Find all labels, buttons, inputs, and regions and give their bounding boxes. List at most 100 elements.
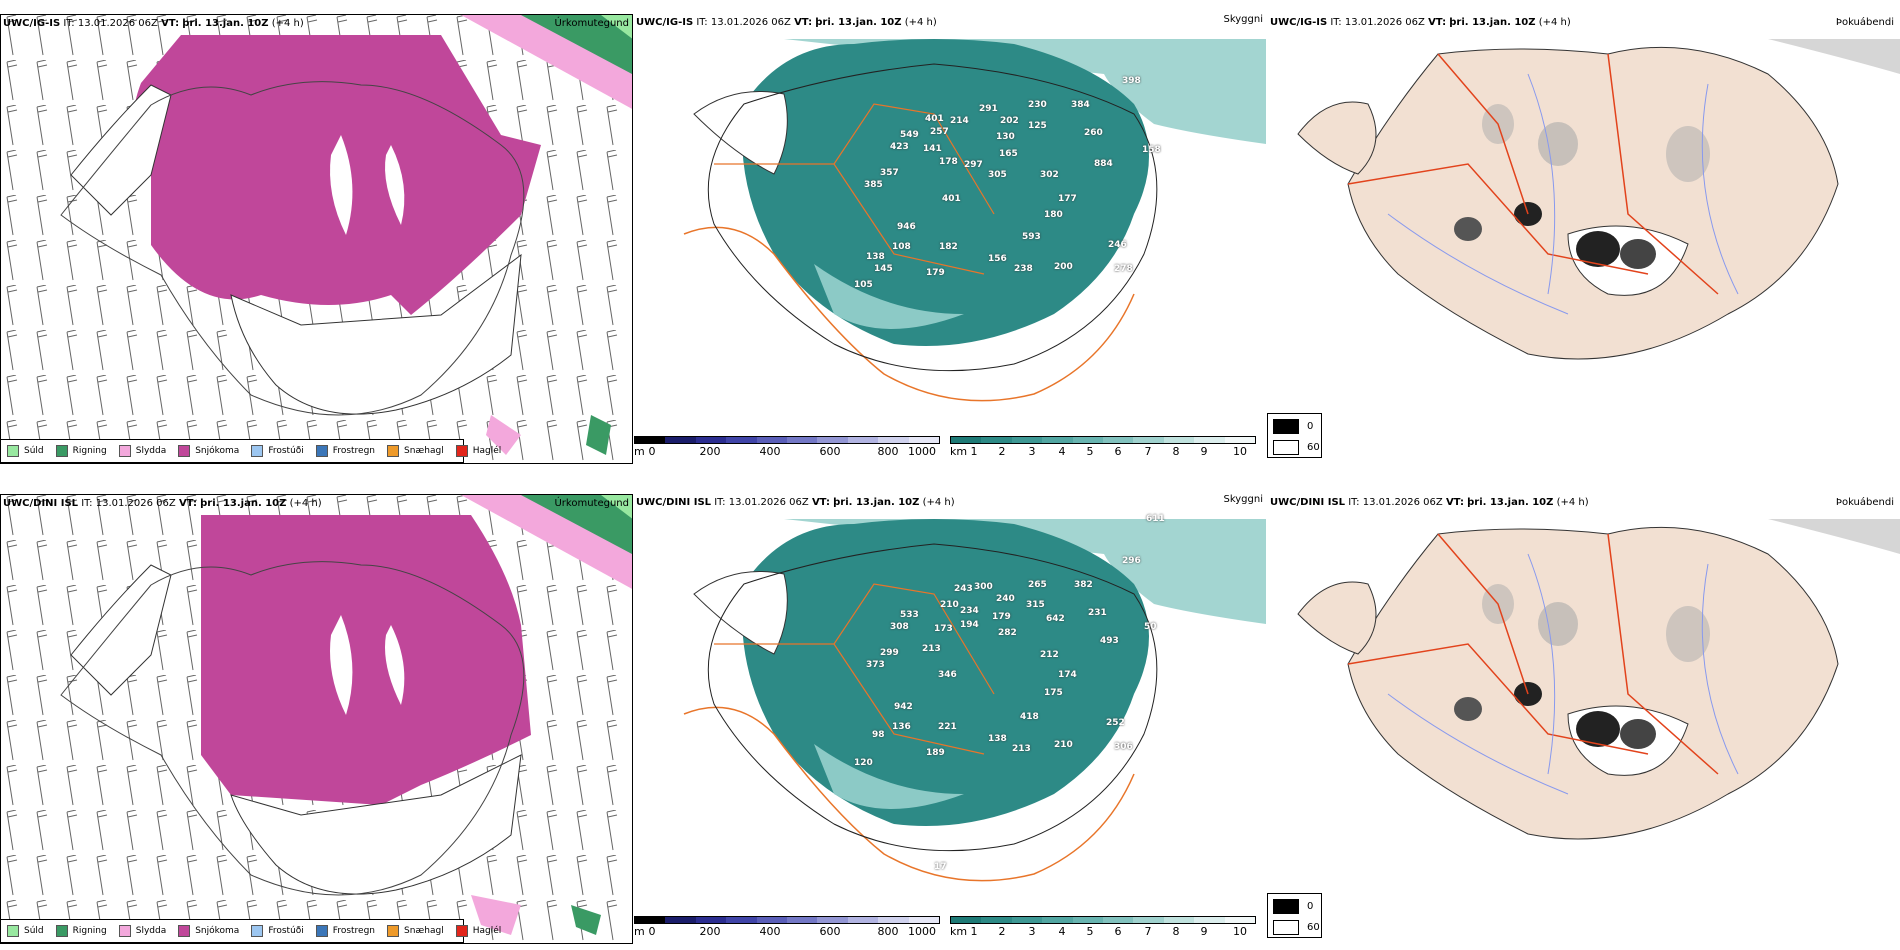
height-label: 174 [1058, 670, 1077, 680]
legend-item: Frostúði [251, 445, 304, 457]
height-ticks: 0 200 400 600 800 1000 [634, 444, 940, 458]
visibility-panel-row1: UWC/IG-IS IT: 13.01.2026 06Z VT: þri. 13… [634, 14, 1266, 464]
height-label: 214 [950, 116, 969, 126]
tick-label: 0 [648, 925, 656, 938]
panel-header: UWC/IG-IS IT: 13.01.2026 06Z VT: þri. 13… [3, 18, 304, 29]
fog-swatch [1273, 919, 1299, 935]
visibility-colorbar: km 1 2 3 4 5 6 7 8 9 10 [950, 916, 1256, 938]
height-label: 182 [939, 242, 958, 252]
panel-header: UWC/IG-IS IT: 13.01.2026 06Z VT: þri. 13… [636, 17, 937, 28]
legend-item: Haglél [455, 925, 501, 937]
height-label: 942 [894, 702, 913, 712]
height-label: 260 [1084, 128, 1103, 138]
height-label: 549 [900, 130, 919, 140]
legend-swatch [455, 925, 468, 937]
height-label: 189 [926, 748, 945, 758]
height-label: 221 [938, 722, 957, 732]
legend-item: Haglél [455, 445, 501, 457]
panel-type-label: Úrkomutegund [554, 18, 629, 29]
height-label: 177 [1058, 194, 1077, 204]
height-label: 305 [988, 170, 1007, 180]
tick-label: 9 [1200, 445, 1208, 458]
height-label: 105 [854, 280, 873, 290]
height-label: 418 [1020, 712, 1039, 722]
tick-label: 7 [1144, 445, 1152, 458]
fog-swatch [1273, 898, 1299, 914]
height-label: 212 [1040, 650, 1059, 660]
fog-panel-row2: UWC/DINI ISL IT: 13.01.2026 06Z VT: þri.… [1268, 494, 1900, 889]
height-label: 173 [934, 624, 953, 634]
height-label: 306 [1114, 742, 1133, 752]
height-label: 401 [925, 114, 944, 124]
legend-swatch [455, 445, 468, 457]
height-label: 17 [934, 862, 947, 872]
tick-label: 1000 [908, 925, 936, 938]
legend-item: Frostúði [251, 925, 304, 937]
height-unit: m [634, 445, 645, 458]
visibility-map [683, 39, 1266, 402]
precip-map [1, 495, 632, 943]
panel-type-label: Úrkomutegund [554, 498, 629, 509]
visibility-unit: km [950, 925, 968, 938]
tick-label: 1 [970, 925, 978, 938]
height-ticks: 0 200 400 600 800 1000 [634, 924, 940, 938]
height-label: 291 [979, 104, 998, 114]
height-label: 202 [1000, 116, 1019, 126]
visibility-colorbar-cells [950, 916, 1256, 924]
height-label: 120 [854, 758, 873, 768]
height-label: 246 [1108, 240, 1127, 250]
height-label: 50 [1144, 622, 1157, 632]
fog-legend: 0 60 [1267, 413, 1322, 458]
height-label: 315 [1026, 600, 1045, 610]
height-label: 346 [938, 670, 957, 680]
height-label: 165 [999, 149, 1018, 159]
tick-label: 6 [1114, 445, 1122, 458]
height-label: 179 [926, 268, 945, 278]
legend-item: Súld [7, 445, 44, 457]
legend-item: Snjókoma [178, 445, 239, 457]
height-label: 125 [1028, 121, 1047, 131]
fog-legend-row: 0 [1273, 417, 1321, 435]
legend-swatch [55, 925, 68, 937]
height-colorbar: m 0 200 400 600 800 1000 [634, 916, 940, 938]
tick-label: 5 [1086, 445, 1094, 458]
height-label: 252 [1106, 718, 1125, 728]
height-label: 180 [1044, 210, 1063, 220]
fog-map [1297, 519, 1900, 840]
tick-label: 1 [970, 445, 978, 458]
height-label: 257 [930, 127, 949, 137]
height-label: 138 [988, 734, 1007, 744]
fog-legend-row: 0 [1273, 897, 1321, 915]
height-label: 210 [940, 600, 959, 610]
tick-label: 0 [648, 445, 656, 458]
legend-item: Snæhagl [387, 445, 444, 457]
visibility-colorbar-cells [950, 436, 1256, 444]
legend-item: Snjókoma [178, 925, 239, 937]
height-label: 108 [892, 242, 911, 252]
height-label: 296 [1122, 556, 1141, 566]
precip-legend: Súld Rigning Slydda Snjókoma Frostúði Fr… [1, 439, 501, 463]
legend-swatch [251, 445, 264, 457]
legend-swatch [7, 925, 19, 937]
height-label: 243 [954, 584, 973, 594]
tick-label: 2 [998, 445, 1006, 458]
height-label: 385 [864, 180, 883, 190]
tick-label: 5 [1086, 925, 1094, 938]
tick-label: 200 [699, 925, 721, 938]
legend-item: Frostregn [315, 925, 375, 937]
legend-swatch [178, 445, 191, 457]
visibility-ticks: 1 2 3 4 5 6 7 8 9 10 [950, 924, 1256, 938]
tick-label: 400 [759, 925, 781, 938]
height-label: 213 [1012, 744, 1031, 754]
visibility-colorbar: km 1 2 3 4 5 6 7 8 9 10 [950, 436, 1256, 458]
tick-label: 4 [1058, 445, 1066, 458]
legend-swatch [315, 445, 328, 457]
fog-legend-row: 60 [1273, 438, 1321, 456]
tick-label: 600 [819, 925, 841, 938]
visibility-unit: km [950, 445, 968, 458]
fog-swatch [1273, 418, 1299, 434]
legend-swatch [55, 445, 68, 457]
precip-panel-row2: UWC/DINI ISL IT: 13.01.2026 06Z VT: þri.… [0, 494, 633, 944]
tick-label: 7 [1144, 925, 1152, 938]
panel-header: UWC/DINI ISL IT: 13.01.2026 06Z VT: þri.… [1270, 497, 1589, 508]
